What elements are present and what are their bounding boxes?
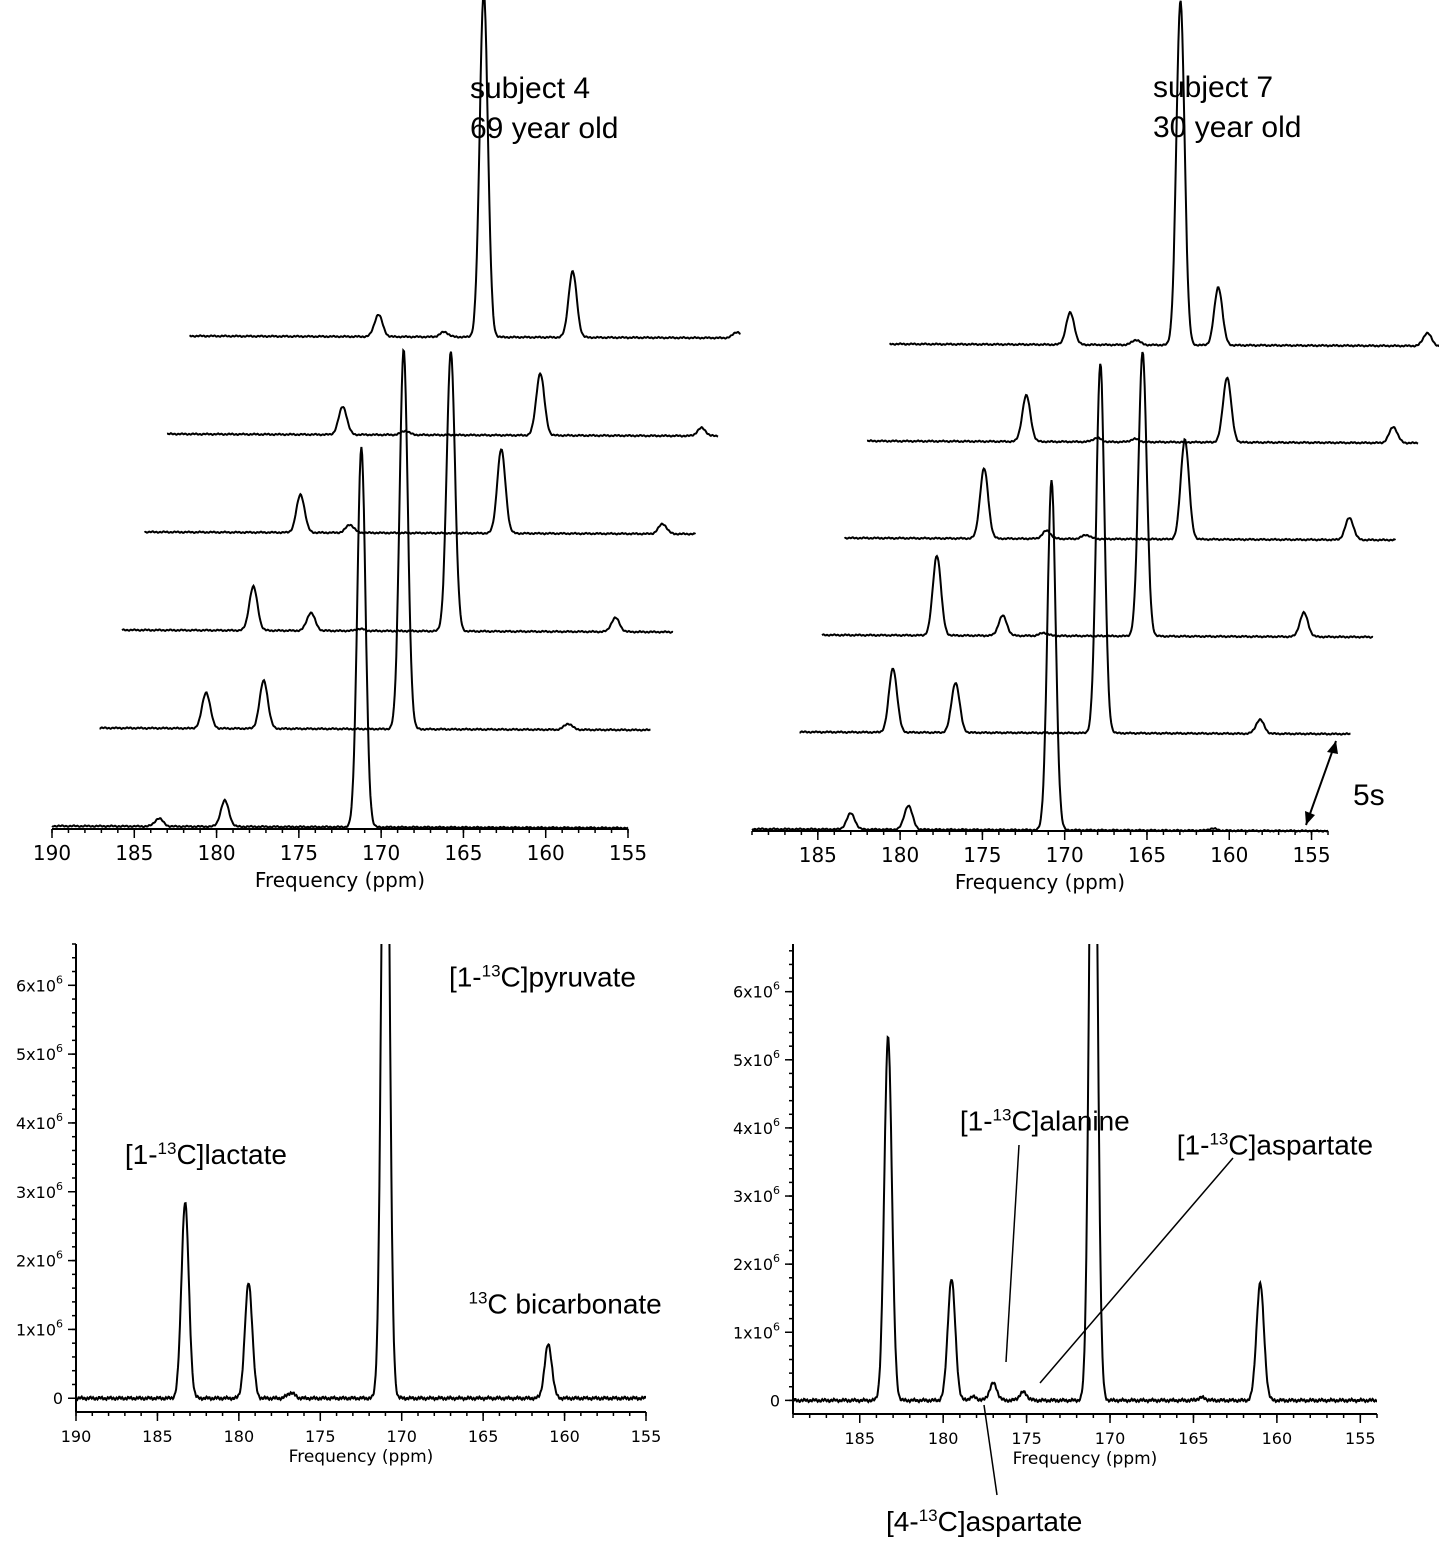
x-tick-label: 175 xyxy=(280,841,318,865)
y-tick-label: 5x106 xyxy=(733,1048,780,1070)
y-tick-label: 2x106 xyxy=(16,1249,63,1271)
spectrum-trace-1 xyxy=(751,479,1329,833)
peak-label: [1-13C]pyruvate xyxy=(449,962,636,993)
x-tick-label: 185 xyxy=(115,841,153,865)
x-tick-label: 160 xyxy=(1210,843,1248,867)
x-tick-label: 180 xyxy=(881,843,919,867)
spectrum-trace-3 xyxy=(821,351,1374,639)
spectrum-trace-2 xyxy=(99,348,651,732)
x-axis-title: Frequency (ppm) xyxy=(1013,1449,1158,1469)
spectrum-trace xyxy=(793,944,1377,1404)
y-tick-label: 1x106 xyxy=(16,1317,63,1339)
x-tick-label: 175 xyxy=(1011,1429,1042,1448)
x-axis-title: Frequency (ppm) xyxy=(289,1447,434,1467)
spectrum-trace-6 xyxy=(188,0,741,340)
spectrum-trace-5 xyxy=(866,376,1419,445)
y-tick-label: 2x106 xyxy=(733,1252,780,1274)
x-tick-label: 155 xyxy=(1345,1429,1376,1448)
x-tick-label: 185 xyxy=(142,1427,173,1446)
x-tick-label: 170 xyxy=(1046,843,1084,867)
x-tick-label: 165 xyxy=(1128,843,1166,867)
y-tick-label: 3x106 xyxy=(733,1184,780,1206)
x-tick-label: 175 xyxy=(963,843,1001,867)
x-tick-label: 160 xyxy=(527,841,565,865)
panel-label: 30 year old xyxy=(1153,111,1301,144)
panel-label: 69 year old xyxy=(470,112,618,145)
y-tick-label: 6x106 xyxy=(733,980,780,1002)
x-tick-label: 170 xyxy=(1095,1429,1126,1448)
arrow-head-down xyxy=(1305,811,1315,825)
aspartate-1-leader-line xyxy=(1039,1157,1234,1384)
spectrum-trace-3 xyxy=(121,351,674,634)
x-tick-label: 185 xyxy=(799,843,837,867)
arrow-head-up xyxy=(1327,741,1338,754)
y-tick-label: 4x106 xyxy=(733,1116,780,1138)
x-tick-label: 155 xyxy=(631,1427,662,1446)
x-tick-label: 190 xyxy=(61,1427,92,1446)
x-tick-label: 160 xyxy=(1262,1429,1293,1448)
x-tick-label: 180 xyxy=(197,841,235,865)
x-tick-label: 170 xyxy=(362,841,400,865)
y-tick-label: 0 xyxy=(770,1391,780,1410)
y-tick-label: 1x106 xyxy=(733,1320,780,1342)
peak-label: [4-13C]aspartate xyxy=(886,1506,1082,1537)
spectrum-trace-4 xyxy=(143,448,697,536)
alanine-leader-line xyxy=(1005,1144,1020,1363)
panel-label: subject 7 xyxy=(1153,71,1273,104)
x-tick-label: 160 xyxy=(549,1427,580,1446)
x-tick-label: 185 xyxy=(844,1429,875,1448)
x-tick-label: 190 xyxy=(33,841,71,865)
spectrum-trace-1 xyxy=(51,446,629,830)
spectrum-trace-4 xyxy=(843,437,1397,542)
y-tick-label: 6x106 xyxy=(16,973,63,995)
peak-label: 13C bicarbonate xyxy=(468,1289,661,1320)
x-tick-label: 165 xyxy=(468,1427,499,1446)
x-axis-title: Frequency (ppm) xyxy=(255,868,425,892)
spectrum-trace-6 xyxy=(888,0,1439,348)
x-tick-label: 155 xyxy=(1292,843,1330,867)
spectrum-trace xyxy=(76,944,646,1402)
time-step-label: 5s xyxy=(1353,779,1385,812)
x-tick-label: 155 xyxy=(609,841,647,865)
time-step-arrow xyxy=(1305,740,1337,826)
x-axis-title: Frequency (ppm) xyxy=(955,870,1125,894)
x-tick-label: 180 xyxy=(224,1427,255,1446)
panel-label: subject 4 xyxy=(470,72,590,105)
x-tick-label: 170 xyxy=(386,1427,417,1446)
peak-label: [1-13C]lactate xyxy=(125,1139,287,1170)
x-tick-label: 165 xyxy=(444,841,482,865)
y-tick-label: 3x106 xyxy=(16,1180,63,1202)
x-tick-label: 175 xyxy=(305,1427,336,1446)
peak-label: [1-13C]alanine xyxy=(960,1106,1130,1137)
aspartate-4-leader-line xyxy=(983,1404,998,1496)
x-tick-label: 165 xyxy=(1178,1429,1209,1448)
y-tick-label: 0 xyxy=(53,1389,63,1408)
y-tick-label: 5x106 xyxy=(16,1042,63,1064)
y-tick-label: 4x106 xyxy=(16,1111,63,1133)
peak-label: [1-13C]aspartate xyxy=(1177,1129,1373,1160)
spectrum-trace-2 xyxy=(799,363,1351,736)
x-tick-label: 180 xyxy=(928,1429,959,1448)
spectrum-trace-5 xyxy=(166,371,719,438)
